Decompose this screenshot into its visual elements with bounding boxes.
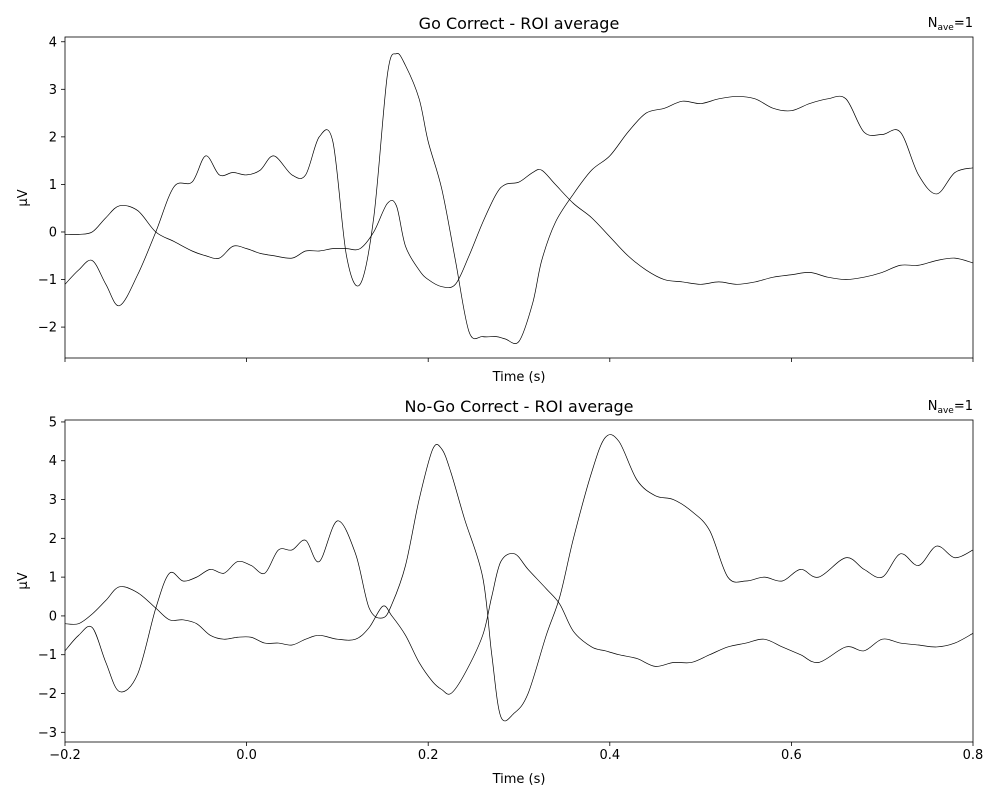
x-tick-label: −0.2 [49,748,81,763]
y-tick-label: −1 [38,273,57,288]
y-tick-label: −1 [38,648,57,663]
y-tick-label: 4 [49,454,57,469]
nave-annotation: Nave=1 [928,399,973,416]
x-tick-label: 0.4 [599,748,620,763]
series-line-1 [64,53,974,344]
y-axis-label: μV [16,189,31,206]
y-tick-label: 1 [49,178,57,193]
plot-frame [64,419,974,743]
x-tick-label: 0.8 [963,748,984,763]
series-line-2 [64,553,974,695]
x-tick-label: 0.0 [236,748,257,763]
y-tick-label: 5 [49,415,57,430]
series-line-1 [64,434,974,722]
y-tick-label: 0 [49,225,57,240]
panel-title: Go Correct - ROI average [419,14,620,33]
nave-annotation: Nave=1 [928,16,973,33]
plot-lines [64,434,974,722]
go-correct-panel: Go Correct - ROI average Nave=1 Time (s)… [16,14,974,385]
no-go-correct-panel: No-Go Correct - ROI average Nave=1 Time … [16,397,983,787]
x-axis-label: Time (s) [492,370,546,385]
y-tick-label: 1 [49,571,57,586]
y-tick-label: −2 [38,687,57,702]
axis-ticks: −0.2 0.0 0.2 0.4 0.6 0.8 −3 −2 −1 0 1 2 3 4 5 [38,415,984,763]
x-axis-label: Time (s) [492,772,546,787]
y-tick-label: 3 [49,83,57,98]
y-tick-label: −3 [38,726,57,741]
y-tick-label: 2 [49,130,57,145]
y-tick-label: −2 [38,321,57,336]
axis-ticks: −2 −1 0 1 2 3 4 [38,35,974,362]
series-line-2 [64,169,974,289]
y-tick-label: 3 [49,493,57,508]
y-axis-label: μV [16,572,31,589]
x-tick-label: 0.6 [781,748,802,763]
x-tick-label: 0.2 [418,748,439,763]
panel-title: No-Go Correct - ROI average [404,397,633,416]
y-tick-label: 2 [49,532,57,547]
plot-frame [64,36,974,359]
plot-lines [64,53,974,344]
y-tick-label: 4 [49,35,57,50]
y-tick-label: 0 [49,609,57,624]
